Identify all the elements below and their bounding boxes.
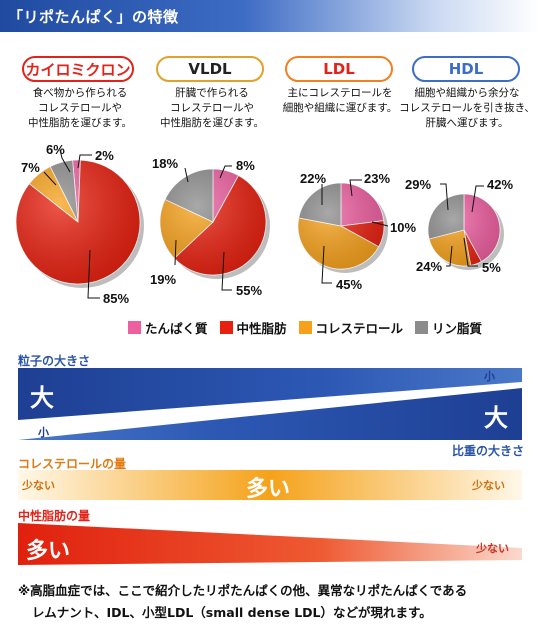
pct-cm-7: 7%	[21, 160, 40, 175]
pct-cm-2: 2%	[95, 148, 114, 163]
desc-ldl: 主にコレステロールを 細胞や組織に運びます。	[278, 86, 402, 116]
pct-vldl-55: 55%	[236, 283, 262, 298]
desc-hdl: 細胞や組織から余分な コレステロールを引き抜き、 肝臓へ運びます。	[398, 86, 536, 131]
pct-hdl-29: 29%	[405, 177, 431, 192]
leader-vldl-18	[184, 167, 189, 183]
legend-label: たんぱく質	[145, 321, 208, 336]
leader-cm-85	[87, 249, 100, 299]
label-chylomicron-text: カイロミクロン	[25, 60, 131, 79]
pct-cm-85: 85%	[103, 291, 129, 306]
legend-swatch	[298, 321, 312, 334]
leader-hdl-5	[463, 237, 478, 267]
legend-swatch	[128, 321, 141, 334]
leader-lines	[43, 149, 484, 299]
legend-item-phospholipid: リン脂質	[415, 318, 482, 337]
legend: たんぱく質 中性脂肪 コレステロール リン脂質	[128, 318, 482, 337]
pct-hdl-24: 24%	[416, 259, 442, 274]
label-ldl: LDL	[285, 56, 393, 82]
leader-hdl-42	[471, 185, 484, 213]
leader-ldl-23	[349, 179, 362, 197]
cholesterol-many: 多い	[246, 477, 291, 502]
label-hdl-text: HDL	[448, 60, 484, 78]
title-bar: 「リポたんぱく」の特徴	[0, 0, 540, 32]
pie-gloss	[16, 160, 140, 284]
page-title: 「リポたんぱく」の特徴	[8, 8, 179, 26]
density-label: 比重の大きさ	[452, 444, 525, 458]
desc-chylomicron: 食べ物から作られる コレステロールや 中性脂肪を運びます。	[18, 86, 142, 131]
triglyceride-wedge	[18, 523, 522, 565]
desc-line: コレステロールや	[38, 102, 122, 114]
density-wedge	[18, 388, 522, 440]
desc-line: 主にコレステロールを	[287, 87, 393, 99]
legend-label: 中性脂肪	[236, 321, 287, 336]
label-hdl: HDL	[412, 56, 520, 82]
cholesterol-label: コレステロールの量	[18, 457, 127, 471]
leader-cm-2	[77, 154, 92, 169]
desc-line: 中性脂肪を運びます。	[28, 117, 132, 129]
pie-gloss	[428, 194, 500, 266]
leader-vldl-55	[221, 251, 232, 291]
desc-line: 食べ物から作られる	[32, 87, 128, 99]
desc-line: 中性脂肪を運びます。	[160, 117, 264, 129]
pie-gloss	[298, 183, 384, 269]
triglyceride-many: 多い	[26, 539, 71, 564]
leader-ldl-10	[371, 221, 389, 227]
legend-item-cholesterol: コレステロール	[298, 318, 404, 337]
desc-line: 細胞や組織に運びます。	[282, 102, 398, 114]
pct-cm-6: 6%	[46, 142, 65, 157]
desc-line: コレステロールを引き抜き、	[399, 102, 535, 114]
pct-ldl-45: 45%	[336, 277, 362, 292]
label-chylomicron: カイロミクロン	[22, 56, 134, 82]
legend-item-triglyceride: 中性脂肪	[219, 318, 287, 337]
cholesterol-few-right: 少ない	[472, 479, 505, 492]
pct-hdl-42: 42%	[487, 177, 513, 192]
particle-big: 大	[30, 384, 54, 412]
desc-line: 細胞や組織から余分な	[414, 87, 520, 99]
cholesterol-few-left: 少ない	[22, 479, 55, 492]
cholesterol-band	[18, 470, 522, 500]
triglyceride-few: 少ない	[476, 542, 509, 555]
legend-label: リン脂質	[432, 321, 483, 336]
particle-size-label: 粒子の大きさ	[18, 354, 91, 368]
particle-small: 小	[484, 368, 495, 384]
leader-cm-6	[59, 149, 71, 173]
pct-ldl-22: 22%	[300, 171, 326, 186]
footnote-line-2: レムナント、IDL、小型LDL（small dense LDL）などが現れます。	[32, 605, 432, 620]
pie-charts: 2% 6% 7% 85% 8% 18% 19% 55% 23% 22% 10% …	[15, 142, 513, 306]
leader-ldl-45	[321, 245, 332, 284]
desc-line: 肝臓へ運びます。	[425, 117, 509, 129]
legend-item-protein: たんぱく質	[128, 318, 208, 337]
label-vldl-text: VLDL	[188, 60, 232, 78]
leader-hdl-29	[440, 183, 449, 211]
pie-gloss	[160, 169, 266, 275]
density-big: 大	[484, 404, 508, 432]
density-small: 小	[38, 426, 49, 439]
particle-size-wedge	[18, 368, 522, 420]
footnote-line-1: ※高脂血症では、ここで紹介したリポたんぱくの他、異常なリポたんぱくである	[18, 583, 468, 598]
desc-line: コレステロールや	[170, 102, 254, 114]
label-ldl-text: LDL	[323, 60, 355, 78]
desc-line: 肝臓で作られる	[175, 87, 249, 99]
leader-hdl-24	[446, 245, 453, 267]
pct-vldl-18: 18%	[152, 156, 178, 171]
particle-small-text: 小	[484, 370, 495, 383]
pct-ldl-10: 10%	[390, 220, 416, 235]
footnote: ※高脂血症では、ここで紹介したリポたんぱくの他、異常なリポたんぱくである レムナ…	[18, 580, 467, 624]
triglyceride-label: 中性脂肪の量	[18, 509, 91, 523]
label-vldl: VLDL	[156, 56, 264, 82]
legend-swatch	[219, 321, 233, 334]
legend-swatch	[415, 321, 429, 334]
pct-vldl-19: 19%	[150, 272, 176, 287]
desc-vldl: 肝臓で作られる コレステロールや 中性脂肪を運びます。	[150, 86, 274, 131]
leader-cm-7	[43, 171, 57, 186]
legend-label: コレステロール	[315, 321, 404, 336]
leader-vldl-19	[174, 239, 177, 266]
pct-hdl-5: 5%	[482, 260, 501, 275]
leader-vldl-8	[219, 165, 232, 179]
pct-ldl-23: 23%	[364, 171, 390, 186]
pct-vldl-8: 8%	[236, 158, 255, 173]
